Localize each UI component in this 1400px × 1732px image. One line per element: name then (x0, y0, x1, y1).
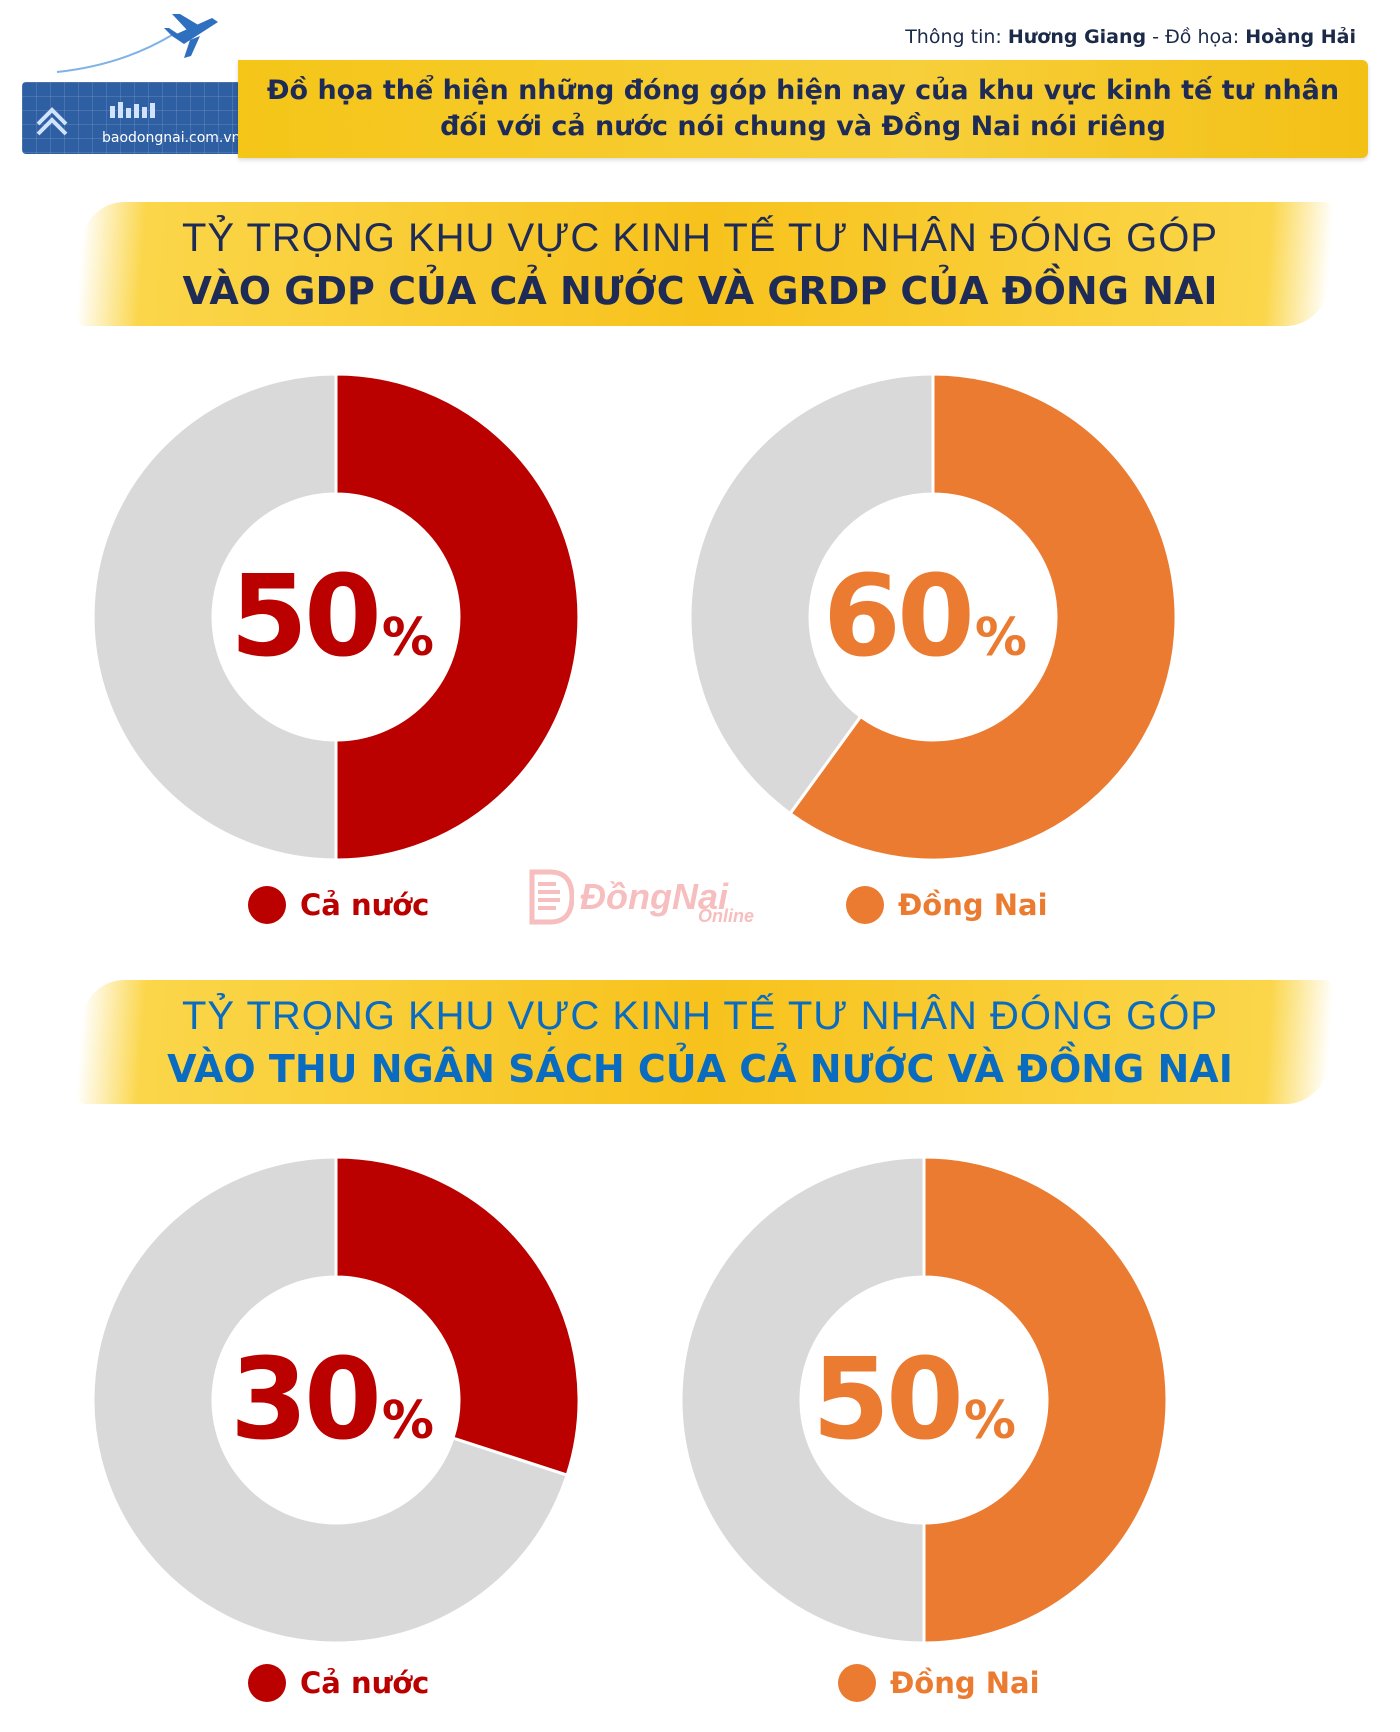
donut-remainder-segment (688, 372, 935, 816)
credit-line: Thông tin: Hương Giang - Đồ họa: Hoàng H… (905, 26, 1356, 48)
donut-value-label: 30% (230, 1335, 434, 1465)
legend-dot (838, 1664, 876, 1702)
legend-item-national: Cả nước (248, 886, 429, 924)
section-1-title: TỶ TRỌNG KHU VỰC KINH TẾ TƯ NHÂN ĐÓNG GÓ… (60, 202, 1340, 326)
legend-dot (248, 1664, 286, 1702)
site-logo: baodongnai.com.vn (22, 82, 240, 154)
donut-remainder-segment (679, 1155, 926, 1645)
donut-value-label: 50% (812, 1335, 1016, 1465)
arrow-up-icon (36, 107, 68, 136)
donut-remainder-segment (91, 372, 338, 862)
section-2-title: TỶ TRỌNG KHU VỰC KINH TẾ TƯ NHÂN ĐÓNG GÓ… (60, 980, 1340, 1104)
donut-remainder-segment (91, 1155, 570, 1645)
donut-value-segment (922, 1155, 1169, 1645)
site-url: baodongnai.com.vn (102, 130, 240, 146)
credit-info-name: Hương Giang (1007, 26, 1147, 48)
legend-item-dongnai: Đồng Nai (846, 886, 1048, 924)
dongnai-logo-icon (529, 869, 574, 925)
section-1-title-line-2: VÀO GDP CỦA CẢ NƯỚC VÀ GRDP CỦA ĐỒNG NAI (182, 269, 1218, 313)
donut-value-segment (334, 372, 581, 862)
header-banner: Đồ họa thể hiện những đóng góp hiện nay … (238, 60, 1368, 158)
credit-graphics-name: Hoàng Hải (1245, 26, 1356, 48)
legend-dot (846, 886, 884, 924)
legend-item-dongnai: Đồng Nai (838, 1664, 1040, 1702)
section-2-title-line-2: VÀO THU NGÂN SÁCH CỦA CẢ NƯỚC VÀ ĐỒNG NA… (167, 1047, 1233, 1091)
watermark-logo: ĐồngNai Online (528, 866, 754, 928)
banner-line-2: đối với cả nước nói chung và Đồng Nai nó… (440, 111, 1166, 142)
legend-item-national: Cả nước (248, 1664, 429, 1702)
section-2-title-line-1: TỶ TRỌNG KHU VỰC KINH TẾ TƯ NHÂN ĐÓNG GÓ… (181, 994, 1219, 1038)
airplane-icon (56, 14, 218, 73)
donut-value-label: 60% (823, 552, 1027, 682)
equalizer-icon (110, 102, 155, 118)
legend-dot (248, 886, 286, 924)
donut-value-label: 50% (230, 552, 434, 682)
banner-line-1: Đồ họa thể hiện những đóng góp hiện nay … (266, 75, 1340, 106)
section-1-title-line-1: TỶ TRỌNG KHU VỰC KINH TẾ TƯ NHÂN ĐÓNG GÓ… (181, 216, 1219, 260)
watermark-name: ĐồngNai (580, 876, 728, 917)
donut-value-segment (334, 1155, 581, 1477)
donut-value-segment (788, 372, 1178, 862)
watermark-sub: Online (698, 906, 755, 926)
